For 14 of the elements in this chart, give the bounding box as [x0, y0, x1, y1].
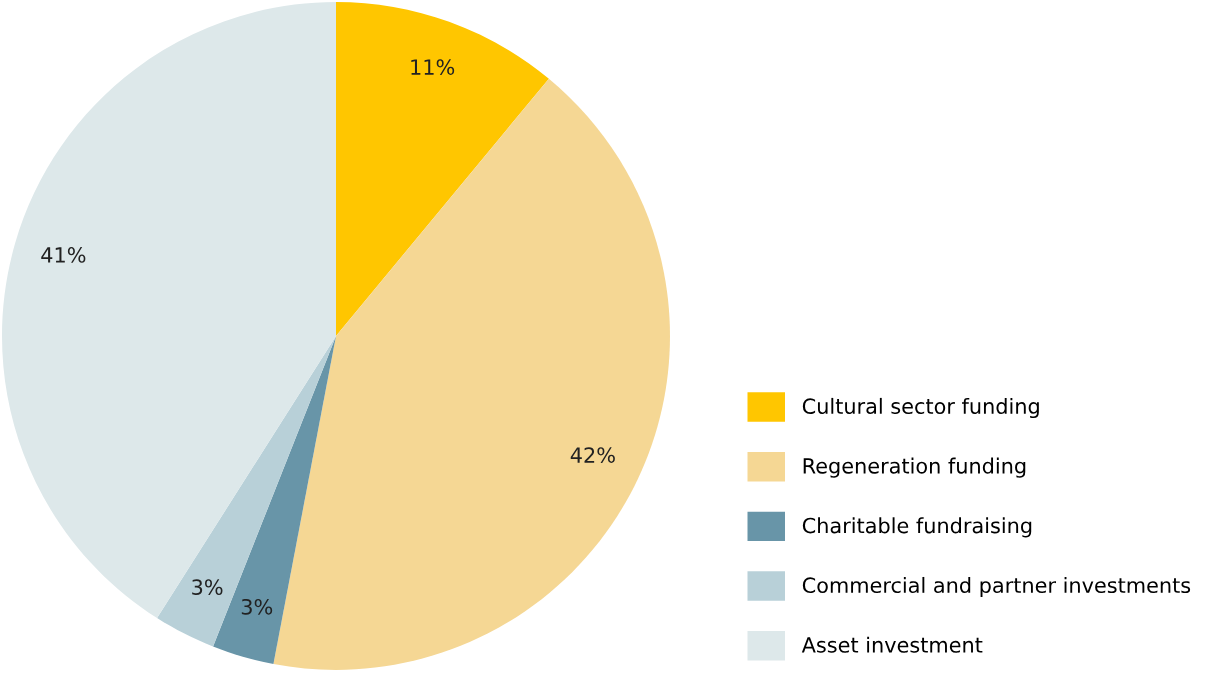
pie-slice [157, 336, 336, 647]
pie-slice [2, 2, 336, 618]
legend-label: Asset investment [801, 636, 983, 653]
data-label: 3% [192, 579, 223, 595]
data-label: 11% [411, 59, 455, 75]
legend-label: Cultural sector funding [802, 397, 1039, 419]
data-label: 41% [41, 247, 86, 263]
legend-label: Charitable fundraising [802, 517, 1032, 538]
data-label: 3% [241, 598, 273, 615]
legend-label: Commercial and partner investments [802, 576, 1191, 598]
legend-label: Regeneration funding [803, 457, 1026, 478]
data-label: 42% [570, 447, 615, 463]
pie-slice [273, 78, 670, 670]
pie-slice [336, 2, 549, 336]
